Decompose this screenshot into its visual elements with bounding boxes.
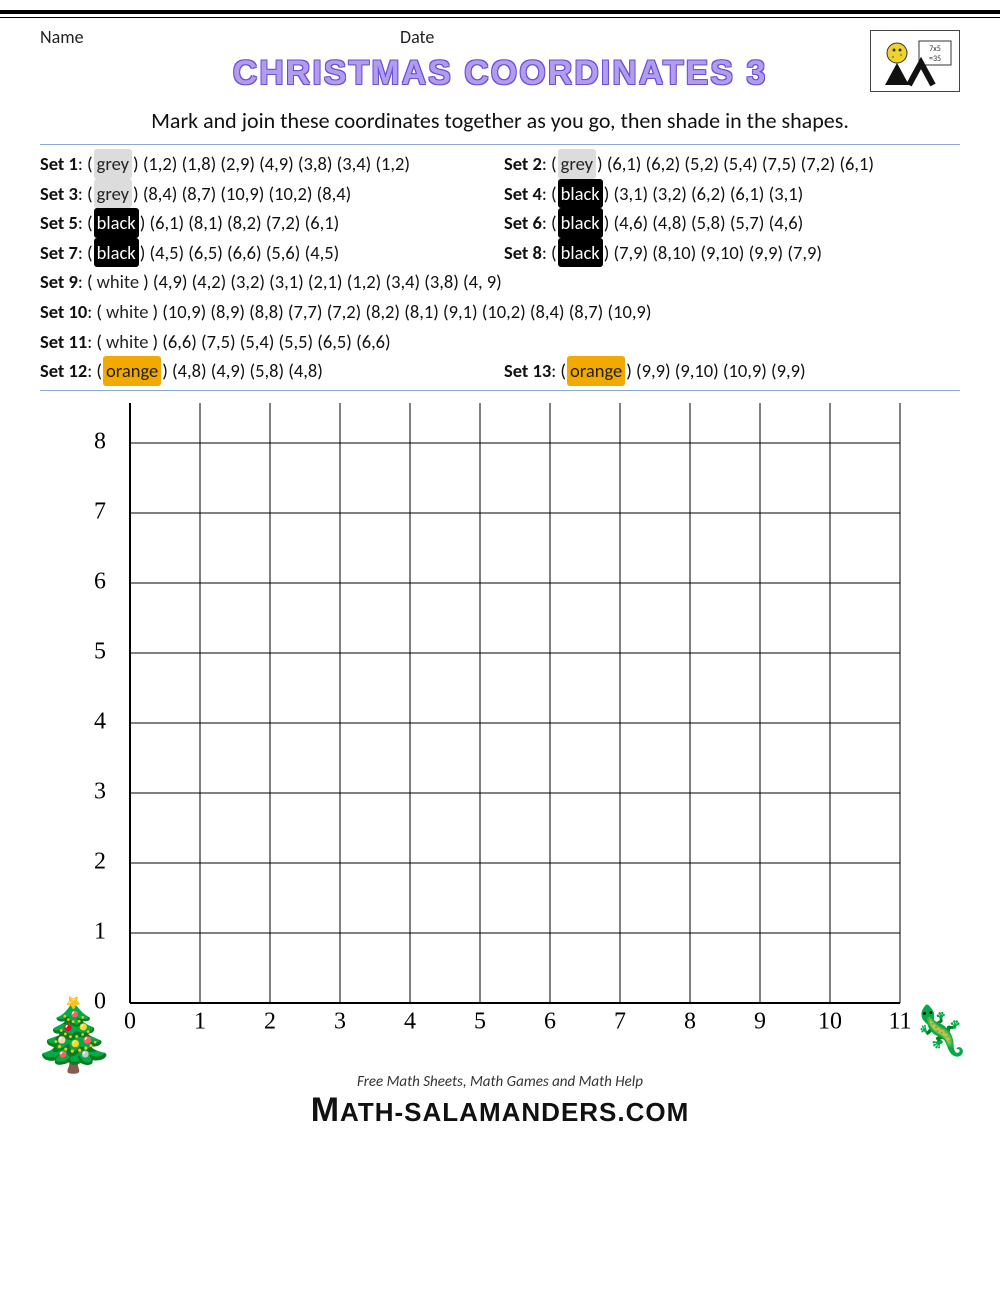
svg-text:=35: =35 xyxy=(929,54,941,64)
coordinate-set: Set 10: (white) (10,9) (8,9) (8,8) (7,7)… xyxy=(40,297,960,327)
footer-site-text: ATH-SALAMANDERS.COM xyxy=(340,1097,689,1127)
set-label: Set 12 xyxy=(40,359,87,382)
color-tag: black xyxy=(558,238,603,268)
coordinate-set: Set 2: (grey) (6,1) (6,2) (5,2) (5,4) (7… xyxy=(504,149,960,179)
svg-text:2: 2 xyxy=(94,848,106,874)
divider xyxy=(40,144,960,145)
color-tag: white xyxy=(94,267,142,297)
svg-text:0: 0 xyxy=(124,1008,136,1034)
color-tag: grey xyxy=(94,149,132,179)
footer-site-prefix: M xyxy=(311,1091,340,1129)
top-rule xyxy=(0,10,1000,18)
svg-text:11: 11 xyxy=(888,1008,911,1034)
color-tag: grey xyxy=(94,179,132,209)
svg-text:10: 10 xyxy=(818,1008,842,1034)
footer-site: MATH-SALAMANDERS.COM xyxy=(40,1091,960,1130)
svg-text:5: 5 xyxy=(94,638,106,664)
coordinate-set: Set 7: (black) (4,5) (6,5) (6,6) (5,6) (… xyxy=(40,238,496,268)
set-label: Set 5 xyxy=(40,211,78,234)
color-tag: white xyxy=(103,297,151,327)
svg-text:8: 8 xyxy=(684,1008,696,1034)
coordinate-set: Set 3: (grey) (8,4) (8,7) (10,9) (10,2) … xyxy=(40,179,496,209)
color-tag: black xyxy=(94,208,139,238)
set-label: Set 6 xyxy=(504,211,542,234)
set-label: Set 3 xyxy=(40,182,78,205)
coordinate-set: Set 9: (white) (4,9) (4,2) (3,2) (3,1) (… xyxy=(40,267,960,297)
tree-icon: 🎄 xyxy=(30,1000,117,1070)
set-label: Set 2 xyxy=(504,152,542,175)
svg-text:8: 8 xyxy=(94,428,106,454)
svg-text:7: 7 xyxy=(94,498,106,524)
svg-text:2: 2 xyxy=(264,1008,276,1034)
svg-text:6: 6 xyxy=(94,568,106,594)
coordinate-set: Set 1: (grey) (1,2) (1,8) (2,9) (4,9) (3… xyxy=(40,149,496,179)
footer-tagline: Free Math Sheets, Math Games and Math He… xyxy=(40,1073,960,1091)
color-tag: white xyxy=(103,327,151,357)
svg-text:7: 7 xyxy=(614,1008,626,1034)
set-label: Set 4 xyxy=(504,182,542,205)
coordinate-sets: Set 1: (grey) (1,2) (1,8) (2,9) (4,9) (3… xyxy=(40,149,960,386)
footer: Free Math Sheets, Math Games and Math He… xyxy=(40,1073,960,1130)
set-label: Set 1 xyxy=(40,152,78,175)
instructions: Mark and join these coordinates together… xyxy=(40,107,960,134)
svg-text:7x5: 7x5 xyxy=(929,44,941,54)
svg-text:6: 6 xyxy=(544,1008,556,1034)
set-label: Set 8 xyxy=(504,241,542,264)
set-label: Set 13 xyxy=(504,359,551,382)
date-label: Date xyxy=(400,26,434,48)
coordinate-set: Set 5: (black) (6,1) (8,1) (8,2) (7,2) (… xyxy=(40,208,496,238)
coordinate-set: Set 6: (black) (4,6) (4,8) (5,8) (5,7) (… xyxy=(504,208,960,238)
salamander-icon: 🦎 xyxy=(910,1001,970,1060)
set-label: Set 11 xyxy=(40,330,87,353)
page-title: CHRISTMAS COORDINATES 3 xyxy=(40,54,960,93)
color-tag: black xyxy=(94,238,139,268)
coordinate-set: Set 8: (black) (7,9) (8,10) (9,10) (9,9)… xyxy=(504,238,960,268)
coordinate-set: Set 11: (white) (6,6) (7,5) (5,4) (5,5) … xyxy=(40,327,960,357)
header-row: Name Date xyxy=(40,26,960,48)
svg-text:1: 1 xyxy=(94,918,106,944)
color-tag: black xyxy=(558,208,603,238)
coordinate-set: Set 13: (orange) (9,9) (9,10) (10,9) (9,… xyxy=(504,356,960,386)
svg-text:3: 3 xyxy=(94,778,106,804)
logo-icon: 7x5 =35 xyxy=(870,30,960,92)
color-tag: black xyxy=(558,179,603,209)
svg-text:5: 5 xyxy=(474,1008,486,1034)
svg-text:9: 9 xyxy=(754,1008,766,1034)
svg-text:4: 4 xyxy=(404,1008,416,1034)
color-tag: grey xyxy=(558,149,596,179)
coordinate-grid: 0123456789101101234567891011 xyxy=(60,403,940,1043)
color-tag: orange xyxy=(567,356,625,386)
svg-text:1: 1 xyxy=(194,1008,206,1034)
color-tag: orange xyxy=(103,356,161,386)
set-label: Set 9 xyxy=(40,270,78,293)
set-label: Set 10 xyxy=(40,300,87,323)
svg-text:4: 4 xyxy=(94,708,106,734)
set-label: Set 7 xyxy=(40,241,78,264)
divider xyxy=(40,390,960,391)
coordinate-set: Set 12: (orange) (4,8) (4,9) (5,8) (4,8) xyxy=(40,356,496,386)
svg-text:3: 3 xyxy=(334,1008,346,1034)
name-label: Name xyxy=(40,26,400,48)
coordinate-set: Set 4: (black) (3,1) (3,2) (6,2) (6,1) (… xyxy=(504,179,960,209)
